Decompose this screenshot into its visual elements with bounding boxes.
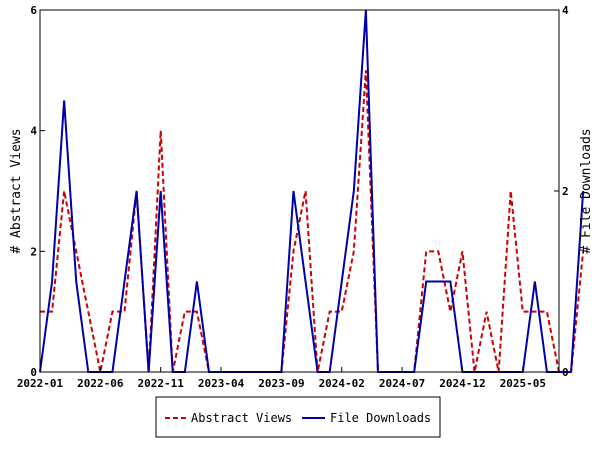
x-tick-label: 2023-09 — [258, 377, 304, 390]
y-left-tick-label: 6 — [30, 4, 37, 17]
y-left-tick-label: 2 — [30, 245, 37, 258]
series-layer — [39, 9, 585, 373]
x-tick-label: 2023-04 — [198, 377, 245, 390]
y-left-tick-label: 0 — [30, 366, 37, 379]
x-tick-label: 2022-11 — [138, 377, 185, 390]
x-tick-label: 2025-05 — [500, 377, 546, 390]
legend: Abstract Views File Downloads — [155, 396, 441, 438]
x-tick-label: 2024-07 — [379, 377, 425, 390]
series-line-file-downloads — [39, 9, 585, 373]
legend-label-abstract-views: Abstract Views — [191, 411, 292, 425]
y-axis-label-right: # File Downloads — [579, 128, 594, 253]
axis-layer: 2022-01 2022-06 2022-11 2023-04 2023-09 2024-… — [17, 4, 569, 390]
x-tick-label: 2024-02 — [319, 377, 365, 390]
series-line-abstract-views — [40, 70, 585, 373]
plot-area-frame — [39, 9, 560, 373]
y-right-tick-label: 4 — [562, 4, 569, 17]
y-right-tick-label: 0 — [562, 366, 569, 379]
y-left-tick-label: 4 — [30, 125, 37, 138]
legend-box — [155, 396, 441, 438]
y-axis-label-left: # Abstract Views — [9, 128, 24, 253]
x-tick-label: 2024-12 — [439, 377, 485, 390]
legend-label-file-downloads: File Downloads — [330, 411, 431, 425]
y-right-tick-label: 2 — [562, 185, 569, 198]
x-tick-label: 2022-06 — [77, 377, 124, 390]
x-tick-label: 2022-01 — [17, 377, 64, 390]
